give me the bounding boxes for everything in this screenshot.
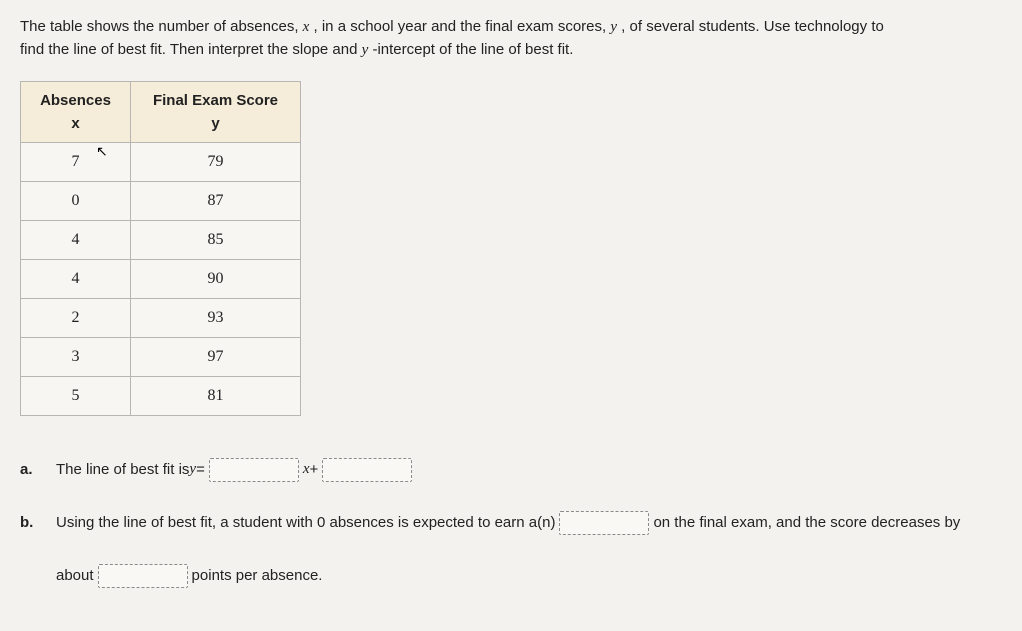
q-line1-b: , in a school year and the final exam sc… bbox=[309, 18, 610, 35]
header-x-top: Absences bbox=[40, 92, 111, 109]
eq-plus: + bbox=[310, 456, 319, 483]
table-row: 397 bbox=[21, 338, 301, 377]
cell-y: 87 bbox=[131, 182, 301, 221]
q-line2-a: find the line of best fit. Then interpre… bbox=[20, 41, 362, 58]
q-line1-a: The table shows the number of absences, bbox=[20, 18, 303, 35]
q-var-y: y bbox=[610, 19, 617, 35]
cell-x: 7 bbox=[21, 143, 131, 182]
part-b-text4: points per absence. bbox=[192, 562, 323, 589]
table-body: 779 087 485 490 293 397 581 bbox=[21, 143, 301, 416]
cell-y: 93 bbox=[131, 299, 301, 338]
header-absences: Absences x bbox=[21, 82, 131, 143]
eq-equals: = bbox=[196, 456, 205, 483]
header-y-top: Final Exam Score bbox=[153, 92, 278, 109]
table-row: 293 bbox=[21, 299, 301, 338]
cell-x: 4 bbox=[21, 221, 131, 260]
part-b-text1: Using the line of best fit, a student wi… bbox=[56, 509, 555, 536]
blank-decrease-input[interactable] bbox=[98, 564, 188, 588]
cell-y: 97 bbox=[131, 338, 301, 377]
part-b-text2: on the final exam, and the score decreas… bbox=[653, 509, 960, 536]
cell-y: 90 bbox=[131, 260, 301, 299]
cell-y: 79 bbox=[131, 143, 301, 182]
part-a-text1: The line of best fit is bbox=[56, 456, 189, 483]
header-y-bot: y bbox=[145, 113, 286, 134]
header-x-bot: x bbox=[35, 113, 116, 134]
parts-container: a. The line of best fit is y = x + b. Us… bbox=[20, 456, 1002, 589]
part-b-text3: about bbox=[56, 562, 94, 589]
table-row: 490 bbox=[21, 260, 301, 299]
cell-x: 4 bbox=[21, 260, 131, 299]
eq-y: y bbox=[189, 456, 196, 483]
question-text: The table shows the number of absences, … bbox=[20, 16, 1002, 61]
q-line1-c: , of several students. Use technology to bbox=[617, 18, 884, 35]
cell-x: 2 bbox=[21, 299, 131, 338]
header-score: Final Exam Score y bbox=[131, 82, 301, 143]
blank-slope-input[interactable] bbox=[209, 458, 299, 482]
part-b-cont: about points per absence. bbox=[56, 562, 1002, 589]
part-a: a. The line of best fit is y = x + bbox=[20, 456, 1002, 483]
table-row: 581 bbox=[21, 377, 301, 416]
cell-y: 85 bbox=[131, 221, 301, 260]
cell-y: 81 bbox=[131, 377, 301, 416]
q-line2-b: -intercept of the line of best fit. bbox=[368, 41, 573, 58]
part-a-label: a. bbox=[20, 456, 38, 483]
part-b-label: b. bbox=[20, 509, 38, 536]
blank-intercept-input[interactable] bbox=[322, 458, 412, 482]
cell-x: 3 bbox=[21, 338, 131, 377]
table-row: 779 bbox=[21, 143, 301, 182]
table-row: 087 bbox=[21, 182, 301, 221]
blank-zero-absence-input[interactable] bbox=[559, 511, 649, 535]
data-table: Absences x Final Exam Score y 779 087 48… bbox=[20, 81, 301, 416]
cell-x: 5 bbox=[21, 377, 131, 416]
eq-x: x bbox=[303, 456, 310, 483]
table-row: 485 bbox=[21, 221, 301, 260]
part-b: b. Using the line of best fit, a student… bbox=[20, 509, 1002, 536]
cell-x: 0 bbox=[21, 182, 131, 221]
